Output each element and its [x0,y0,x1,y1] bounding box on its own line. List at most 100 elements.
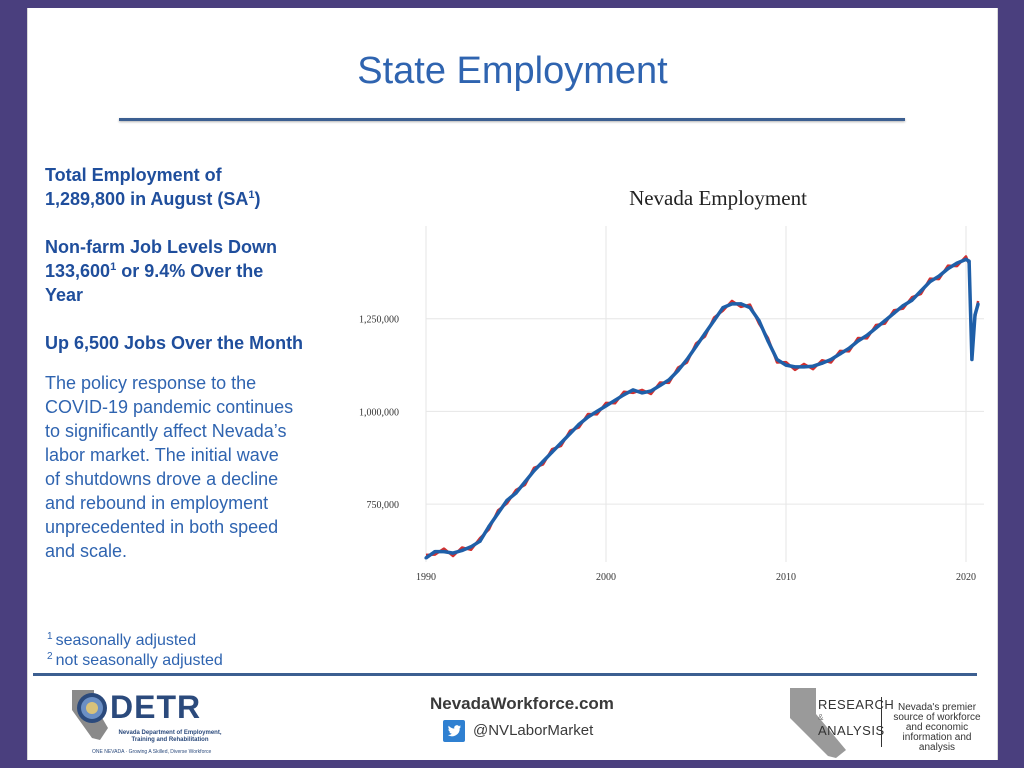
data-point [973,313,977,317]
data-point [946,267,950,271]
data-point [784,363,788,367]
data-point [640,391,644,395]
data-point [829,357,833,362]
footnotes: 1 seasonally adjusted 2 not seasonally adj… [47,631,223,671]
nevada-employment-chart: Nevada Employment 750,000 1,000,000 1,250,… [359,186,984,583]
data-point [964,257,968,261]
data-point [967,259,971,263]
left-column: Total Employment of 1,289,800 in August … [45,163,340,563]
data-point [793,365,797,369]
data-point [919,289,923,293]
data-point [451,551,455,555]
x-tick-label: 2020 [956,572,976,583]
footnote-text: seasonally adjusted [55,632,197,649]
detr-tagline: ONE NEVADA · Growing A Skilled, Diverse … [92,749,212,755]
total-employment-close: ) [254,189,261,209]
detr-wordmark: DETR [110,689,202,725]
y-axis-labels: 750,000 1,000,000 1,250,000 [359,315,399,511]
data-point [892,311,896,315]
data-point [874,326,878,330]
x-tick-label: 1990 [416,572,436,583]
data-point [703,331,707,336]
data-point [424,556,428,560]
ra-word-research: RESEARCH [818,697,895,712]
data-point [970,357,974,362]
data-point [865,333,869,338]
data-point [883,318,887,323]
paragraph-line: COVID-19 pandemic continues [45,397,294,417]
total-employment-line1: Total Employment of [45,165,222,185]
data-point [433,550,437,554]
data-point [586,415,590,419]
research-analysis-logo: RESEARCH & ANALYSIS Nevada's premier sou… [790,685,990,758]
nevada-state-icon [790,688,846,758]
nevada-seal-icon [72,690,108,740]
chart-lines [424,255,980,560]
data-point [910,298,914,302]
footnote-text: not seasonally adjusted [55,652,223,669]
y-tick-label: 750,000 [367,500,400,511]
x-axis-labels: 1990 2000 2010 2020 [416,572,976,583]
data-point [541,459,545,464]
chart-title: Nevada Employment [629,186,807,210]
website-link[interactable]: NevadaWorkforce.com [430,694,614,713]
data-point [847,346,851,350]
footer-divider [33,673,977,676]
paragraph-line: to significantly affect Nevada’s [45,421,287,441]
nonfarm-value: 133,600 [45,261,111,281]
total-employment-text: Total Employment of 1,289,800 in August … [45,163,340,211]
nonfarm-line1: Non-farm Job Levels Down [45,237,278,257]
nonfarm-line3: Year [45,285,84,305]
data-point [631,388,635,392]
data-point [739,302,743,306]
paragraph-line: labor market. The initial wave [45,445,279,465]
data-point [757,318,761,323]
data-point [685,357,689,362]
data-point [505,498,509,503]
data-point [976,302,980,306]
nonfarm-text: Non-farm Job Levels Down 133,6001 or 9.4… [45,235,340,307]
twitter-handle: @NVLaborMarket [473,722,594,739]
plot-area [426,226,984,562]
y-tick-label: 1,000,000 [359,407,399,418]
data-point [559,441,563,445]
data-point [550,450,554,454]
data-point [937,274,941,278]
footnote-1: 1 seasonally adjusted [47,631,223,651]
slide-title: State Employment [357,50,668,92]
total-employment-line2: 1,289,800 in August (SA [45,189,249,209]
data-point [694,344,698,349]
footnote-ref: 1 [248,189,255,201]
ra-tagline: Nevada's premier source of workforce and… [893,702,981,753]
data-point [622,393,626,397]
data-point [523,480,527,484]
ra-word-analysis: ANALYSIS [818,723,885,738]
data-point [721,305,725,310]
data-point [748,305,752,310]
data-point [856,339,860,343]
data-point [928,280,932,284]
data-point [532,469,536,473]
slide: State Employment Total Employment of 1,2… [27,8,998,760]
title-divider [119,118,905,121]
x-tick-label: 2010 [776,572,796,583]
data-point [676,369,680,373]
data-point [469,545,473,549]
ra-ampersand: & [818,713,824,722]
data-point [838,352,842,356]
data-point [775,357,779,362]
twitter-icon [443,720,465,742]
detr-subtitle: Nevada Department of Employment, Trainin… [118,730,222,743]
data-point [811,364,815,368]
paragraph-line: The policy response to the [45,373,257,393]
data-point [658,383,662,388]
chart-grid [425,226,984,562]
paragraph-line: and rebound in employment [45,493,269,513]
footnote-2: 2 not seasonally adjusted [47,651,223,671]
paragraph-line: unprecedented in both speed [45,517,279,537]
x-tick-label: 2000 [596,572,616,583]
data-point [577,422,581,427]
data-point [442,550,446,554]
data-point [820,361,824,365]
data-point [568,432,572,436]
